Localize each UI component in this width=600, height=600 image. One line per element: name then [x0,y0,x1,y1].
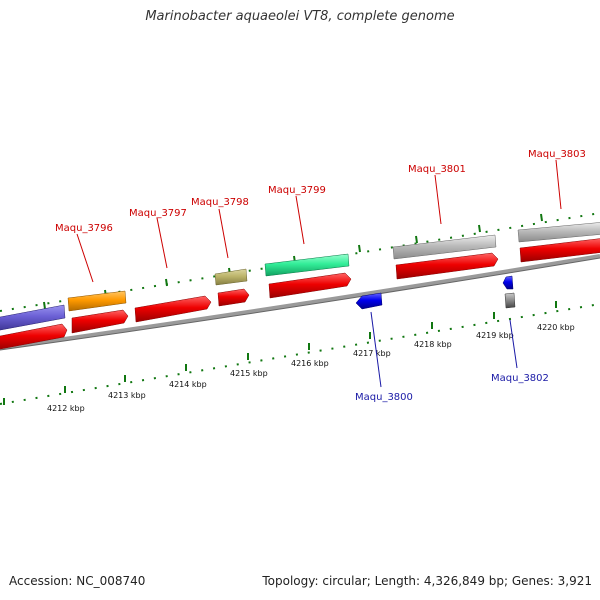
scale-label: 4213 kbp [108,391,146,400]
scale-labels: 4212 kbp 4213 kbp 4214 kbp 4215 kbp 4216… [47,323,575,413]
genome-summary-text: Topology: circular; Length: 4,326,849 bp… [262,574,592,588]
accession-text: Accession: NC_008740 [9,574,146,588]
gene-label[interactable]: Maqu_3803 [528,149,586,160]
map-title: Marinobacter aquaeolei VT8, complete gen… [145,9,455,24]
cds-arrow[interactable] [519,238,600,263]
cds-arrow[interactable] [395,252,499,280]
gene-feature[interactable] [67,290,127,312]
gene-label[interactable]: Maqu_3801 [408,164,466,175]
reverse-gene-track [355,275,516,310]
reverse-tick-track [0,301,600,405]
gene-feature[interactable] [264,253,350,277]
gene-feature[interactable] [0,304,66,331]
gene-label[interactable]: Maqu_3799 [268,185,326,196]
gene-track [0,222,600,331]
gene-feature[interactable] [355,292,383,310]
cds-arrow[interactable] [217,288,250,307]
scale-label: 4216 kbp [291,359,329,368]
cds-arrow[interactable] [268,272,352,299]
cds-track [0,238,600,350]
gene-label[interactable]: Maqu_3797 [129,208,187,219]
gene-labels: Maqu_3796 Maqu_3797 Maqu_3798 Maqu_3799 … [55,149,586,403]
gene-feature[interactable] [214,268,248,286]
cds-arrow[interactable] [134,295,212,323]
cds-arrow[interactable] [71,309,129,334]
scale-label: 4217 kbp [353,349,391,358]
gene-label[interactable]: Maqu_3802 [491,373,549,384]
cds-arrow[interactable] [0,323,68,350]
scale-label: 4212 kbp [47,404,85,413]
scale-label: 4219 kbp [476,331,514,340]
gene-feature[interactable] [392,234,497,260]
gene-feature[interactable] [502,275,514,290]
scale-label: 4214 kbp [169,380,207,389]
gene-label[interactable]: Maqu_3800 [355,392,413,403]
label-leaders [76,159,562,388]
gene-feature[interactable] [517,222,600,243]
genome-backbone [0,254,600,350]
scale-label: 4215 kbp [230,369,268,378]
gene-feature[interactable] [504,292,516,309]
gene-label[interactable]: Maqu_3798 [191,197,249,208]
scale-label: 4218 kbp [414,340,452,349]
scale-label: 4220 kbp [537,323,575,332]
gene-label[interactable]: Maqu_3796 [55,223,113,234]
genome-backbone-edge [0,257,600,351]
